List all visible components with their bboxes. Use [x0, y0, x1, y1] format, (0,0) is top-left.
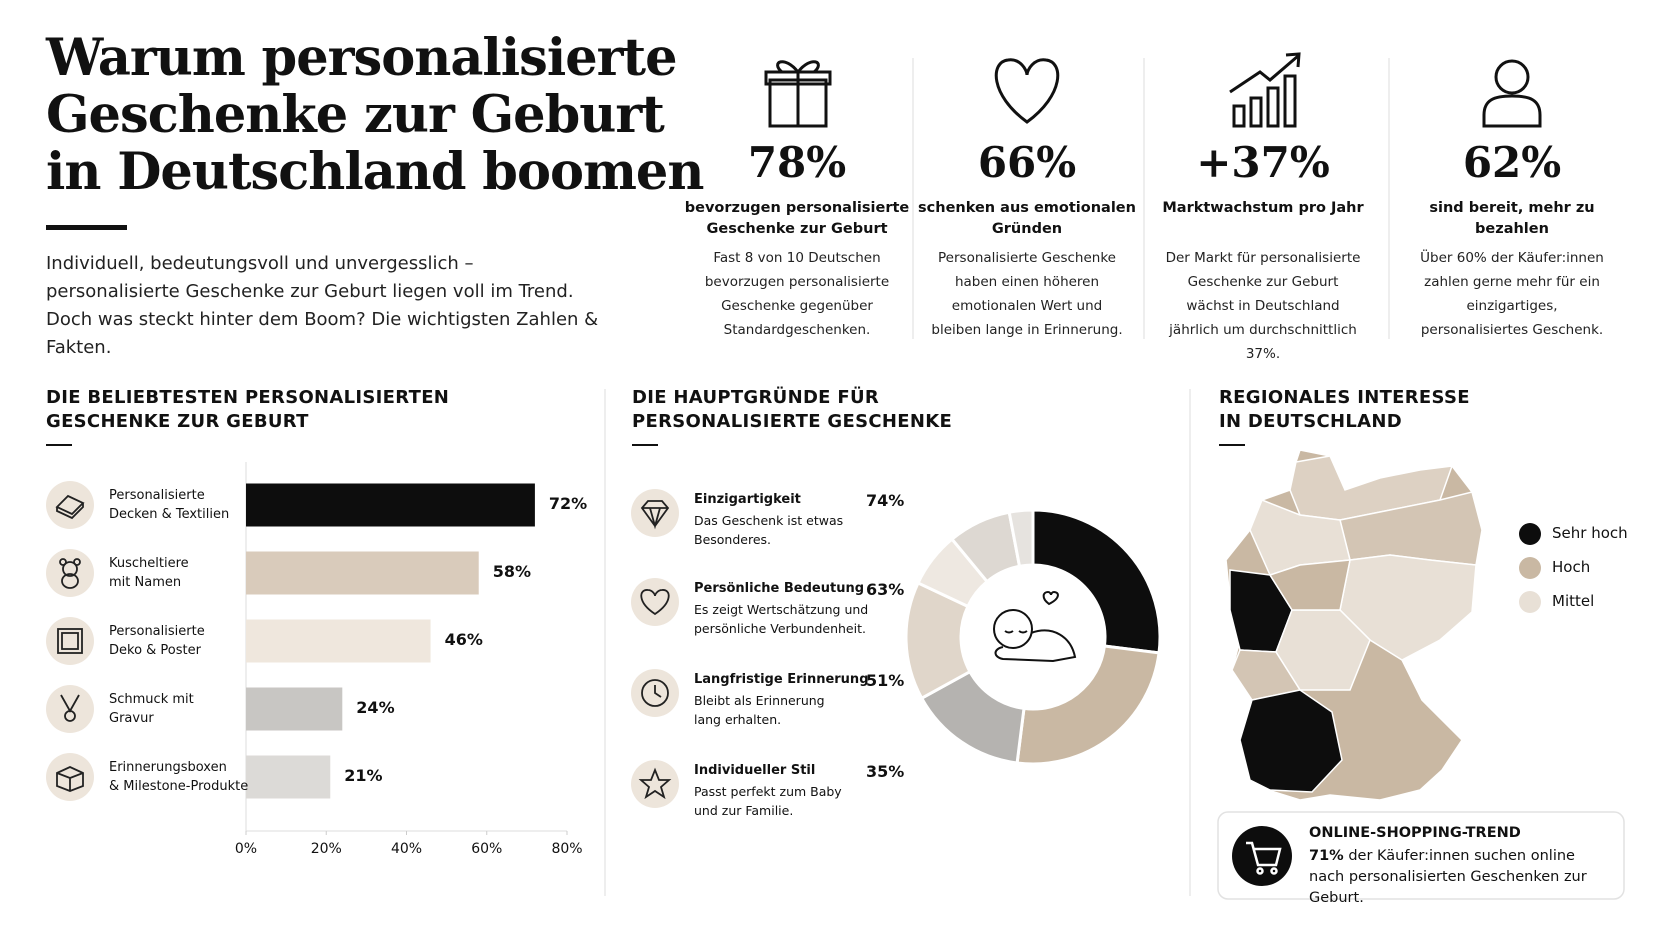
section-title: DIE HAUPTGRÜNDE FÜR PERSONALISIERTE GESC…: [632, 387, 953, 432]
category-icon-bg: [46, 685, 94, 733]
x-tick-label: 80%: [551, 841, 583, 857]
heart-icon: [994, 58, 1060, 124]
stat-value: 78%: [747, 138, 847, 187]
reason-percent: 63%: [866, 580, 905, 599]
reason-description: Passt perfekt zum Baby und zur Familie.: [694, 784, 842, 818]
stat-label: schenken aus emotionalen Gründen: [918, 200, 1136, 237]
reason-icon: [640, 500, 670, 530]
legend-swatch: [1519, 523, 1541, 545]
page-title: Warum personalisierte Geschenke zur Gebu…: [46, 28, 704, 202]
value-label: 21%: [344, 766, 383, 785]
value-label: 58%: [492, 562, 532, 581]
reason-icon-bg: [631, 760, 679, 808]
reason-title: Einzigartigkeit: [694, 492, 801, 507]
stat-value: 62%: [1462, 138, 1562, 187]
stat-description: Über 60% der Käufer:innen zahlen gerne m…: [1420, 250, 1604, 338]
section-dash: [632, 444, 658, 446]
section-title: DIE BELIEBTESTEN PERSONALISIERTEN GESCHE…: [46, 387, 450, 432]
category-icon: [55, 494, 85, 520]
category-label: Erinnerungsboxen & Milestone-Produkte: [109, 760, 249, 794]
baby-illustration: [993, 590, 1077, 663]
bar: [246, 619, 431, 663]
stat-label: Marktwachstum pro Jahr: [1162, 200, 1364, 216]
reason-description: Das Geschenk ist etwas Besonderes.: [694, 513, 844, 547]
reason-percent: 51%: [866, 671, 905, 690]
section-title: REGIONALES INTERESSE IN DEUTSCHLAND: [1219, 387, 1470, 432]
category-icon: [56, 766, 84, 792]
donut-segment: [1007, 508, 1035, 569]
reason-icon-bg: [631, 489, 679, 537]
legend-swatch: [1519, 591, 1541, 613]
reason-description: Es zeigt Wertschätzung und persönliche V…: [694, 602, 869, 636]
category-icon-bg: [46, 549, 94, 597]
cart-badge: [1232, 826, 1292, 886]
reason-icon: [640, 589, 670, 616]
reason-icon: [641, 679, 669, 707]
germany-map: [1225, 449, 1483, 801]
donut-segment: [1031, 508, 1162, 655]
person-icon: [1482, 59, 1542, 128]
category-icon-bg: [46, 481, 94, 529]
category-icon: [60, 694, 80, 722]
bar: [246, 687, 343, 731]
value-label: 72%: [548, 494, 588, 513]
reason-title: Langfristige Erinnerung: [694, 672, 869, 687]
stat-description: Der Markt für personalisierte Geschenke …: [1165, 250, 1361, 362]
stat-value: +37%: [1196, 138, 1330, 187]
title-underline: [46, 225, 127, 230]
growth-icon: [1229, 52, 1301, 128]
stat-description: Personalisierte Geschenke haben einen hö…: [931, 250, 1123, 338]
reason-title: Individueller Stil: [694, 763, 816, 778]
reason-percent: 74%: [866, 491, 905, 510]
bar: [246, 551, 479, 595]
section-dash: [46, 444, 72, 446]
x-tick-label: 40%: [390, 841, 423, 857]
category-label: Personalisierte Decken & Textilien: [109, 488, 230, 522]
online-body: der Käufer:innen suchen online nach pers…: [1309, 848, 1587, 906]
online-title: ONLINE-SHOPPING-TREND: [1309, 825, 1521, 841]
category-label: Personalisierte Deko & Poster: [109, 624, 205, 658]
value-label: 46%: [444, 630, 483, 649]
section-dash: [1219, 444, 1245, 446]
category-icon: [59, 558, 81, 589]
online-highlight: 71%: [1309, 848, 1344, 864]
category-icon-bg: [46, 753, 94, 801]
x-tick-label: 20%: [310, 841, 342, 857]
stat-label: sind bereit, mehr zu bezahlen: [1429, 200, 1595, 237]
legend-swatch: [1519, 557, 1541, 579]
cart-icon: [1246, 841, 1282, 875]
donut-segment: [1015, 644, 1161, 766]
x-tick-label: 0%: [234, 841, 258, 857]
reason-title: Persönliche Bedeutung: [694, 581, 865, 596]
legend-label: Sehr hoch: [1552, 524, 1628, 542]
bar: [246, 755, 331, 799]
reason-icon-bg: [631, 578, 679, 626]
stat-description: Fast 8 von 10 Deutschen bevorzugen perso…: [704, 250, 890, 338]
reason-description: Bleibt als Erinnerung lang erhalten.: [694, 693, 825, 727]
online-box: [1217, 811, 1625, 900]
stat-value: 66%: [977, 138, 1077, 187]
x-tick-label: 60%: [471, 841, 503, 857]
gift-icon: [764, 60, 832, 128]
bar: [246, 483, 535, 527]
legend-label: Hoch: [1552, 558, 1591, 576]
reason-percent: 35%: [866, 762, 905, 781]
intro-text: Individuell, bedeutungsvoll und unverges…: [46, 253, 599, 358]
legend-label: Mittel: [1552, 592, 1595, 610]
category-label: Kuscheltiere mit Namen: [109, 556, 189, 590]
value-label: 24%: [356, 698, 395, 717]
category-icon: [57, 628, 83, 654]
stat-label: bevorzugen personalisierte Geschenke zur…: [684, 200, 910, 237]
online-text: 71% der Käufer:innen suchen online nach …: [1309, 846, 1609, 909]
category-label: Schmuck mit Gravur: [109, 692, 194, 726]
category-icon-bg: [46, 617, 94, 665]
reason-icon: [638, 767, 672, 800]
